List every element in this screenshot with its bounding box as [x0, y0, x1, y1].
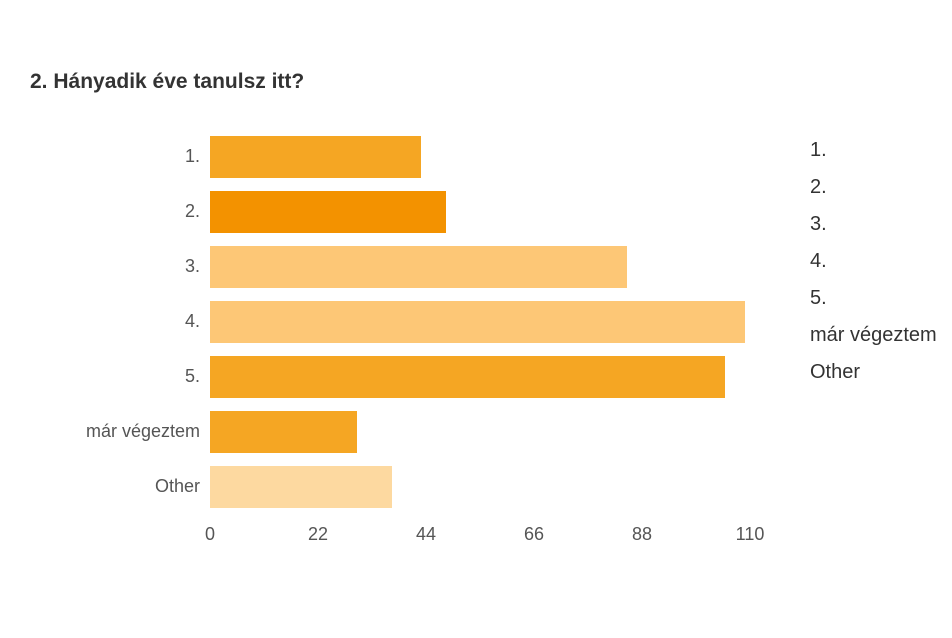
bar-label: 1.: [30, 146, 200, 167]
x-axis: 0 22 44 66 88 110: [210, 524, 750, 554]
bar-row: 4.: [210, 294, 750, 349]
bar: [210, 191, 446, 233]
legend-item: 2.: [810, 176, 937, 199]
legend-item: 1.: [810, 139, 937, 162]
chart-area: 1. 2. 3. 4. 5.: [30, 129, 750, 554]
bar: [210, 466, 392, 508]
legend-item: már végeztem: [810, 324, 937, 347]
bar-label: 4.: [30, 311, 200, 332]
legend-item: Other: [810, 361, 937, 384]
bar-label: 2.: [30, 201, 200, 222]
legend-item: 4.: [810, 250, 937, 273]
bar: [210, 246, 627, 288]
bar-label: 3.: [30, 256, 200, 277]
bar-row: már végeztem: [210, 404, 750, 459]
bars-area: 1. 2. 3. 4. 5.: [210, 129, 750, 519]
legend-item: 5.: [810, 287, 937, 310]
bar-label: Other: [30, 476, 200, 497]
chart-title: 2. Hányadik éve tanulsz itt?: [30, 70, 950, 94]
bar-row: 1.: [210, 129, 750, 184]
x-tick: 0: [205, 524, 215, 545]
bar-label: már végeztem: [30, 421, 200, 442]
legend: 1. 2. 3. 4. 5. már végeztem Other: [810, 139, 937, 554]
bar: [210, 136, 421, 178]
bar: [210, 411, 357, 453]
bar-label: 5.: [30, 366, 200, 387]
x-tick: 22: [308, 524, 328, 545]
bar: [210, 301, 745, 343]
x-tick: 44: [416, 524, 436, 545]
x-tick: 66: [524, 524, 544, 545]
x-tick: 88: [632, 524, 652, 545]
bar-row: 2.: [210, 184, 750, 239]
legend-item: 3.: [810, 213, 937, 236]
bar: [210, 356, 725, 398]
bar-row: 5.: [210, 349, 750, 404]
chart-body: 1. 2. 3. 4. 5.: [30, 129, 950, 554]
bar-row: 3.: [210, 239, 750, 294]
bar-row: Other: [210, 459, 750, 514]
x-tick: 110: [736, 524, 765, 545]
chart-container: 2. Hányadik éve tanulsz itt? 1. 2. 3. 4.: [30, 70, 950, 554]
